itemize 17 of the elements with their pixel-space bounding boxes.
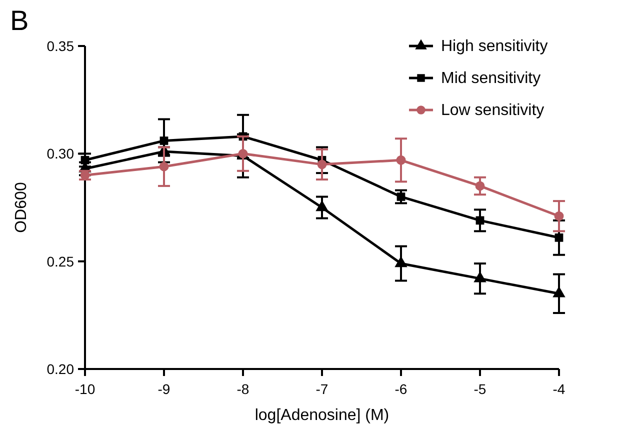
y-axis-title: OD600 [13,182,30,233]
legend-label: Mid sensitivity [441,70,541,87]
x-axis-title: log[Adenosine] (M) [254,407,390,424]
x-tick-label: -4 [552,381,566,397]
x-tick-label: -6 [394,381,408,397]
x-tick-label: -7 [316,381,328,397]
y-tick-label: 0.30 [46,146,74,162]
x-tick-label: -9 [158,381,170,397]
y-tick-label: 0.25 [46,253,74,270]
y-tick-label: 0.20 [46,361,74,377]
x-tick-label: -5 [474,381,486,397]
x-tick-label: -8 [236,381,250,397]
x-tick-label: -10 [74,381,96,397]
legend-label: High sensitivity [441,38,548,55]
legend-label: Low sensitivity [441,102,544,119]
y-tick-label: 0.35 [46,38,74,54]
chart-title: B [10,5,29,36]
